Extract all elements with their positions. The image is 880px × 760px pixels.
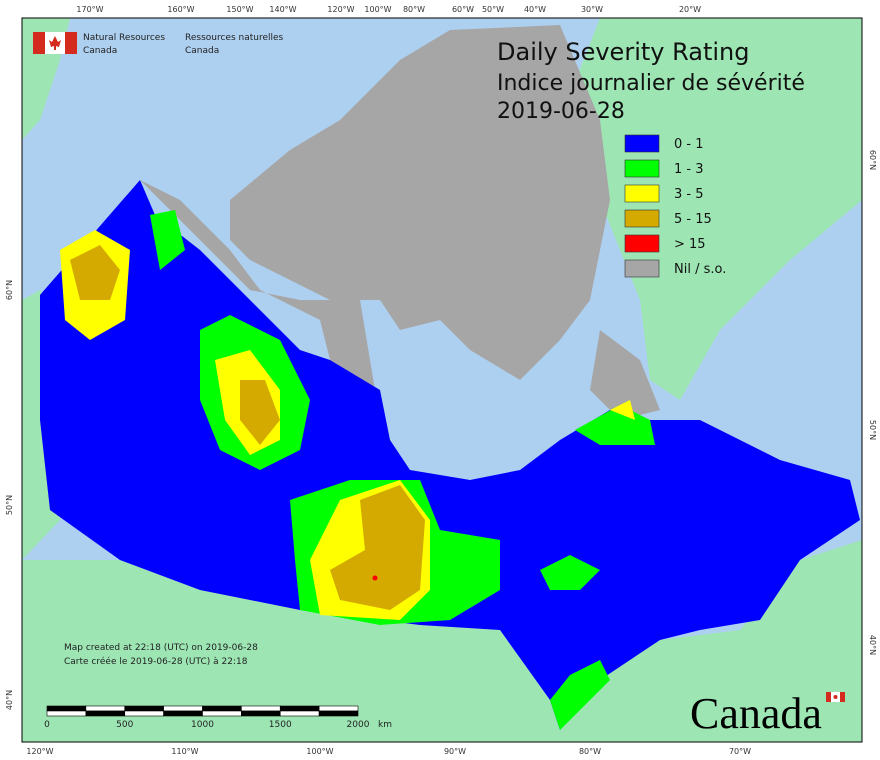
scale-segment <box>318 710 359 717</box>
legend-swatch <box>624 134 660 153</box>
patch-labrador-3-5 <box>610 400 635 420</box>
land-usa <box>22 540 862 742</box>
longitude-label: 40°W <box>524 5 546 14</box>
land-greenland <box>560 18 862 400</box>
baffin-south <box>590 330 660 420</box>
longitude-label: 80°W <box>403 5 425 14</box>
title-date: 2019-06-28 <box>497 99 625 124</box>
legend-label: Nil / s.o. <box>674 262 726 277</box>
scale-bar: 0 500 1000 1500 2000 km <box>44 705 392 730</box>
agency-en: Natural Resources <box>83 33 165 43</box>
scale-segment <box>46 710 87 717</box>
scale-segment <box>318 705 359 712</box>
patch-nwt-5-15 <box>240 380 280 445</box>
patch-quebec-1-3 <box>540 555 600 590</box>
scale-label: 2000 <box>347 720 370 730</box>
longitude-label: 50°W <box>482 5 504 14</box>
patch-yukon-5-15 <box>70 245 120 300</box>
legend-swatch <box>624 259 660 278</box>
scale-segment <box>46 705 87 712</box>
scale-label: 1000 <box>191 720 214 730</box>
arctic-islands <box>230 25 610 380</box>
longitude-label: 160°W <box>167 5 194 14</box>
title-fr: Indice journalier de sévérité <box>497 71 805 96</box>
agency-flag <box>33 32 77 54</box>
map-area <box>22 18 862 742</box>
latitude-label: 50°N <box>5 495 14 515</box>
scale-segment <box>124 710 164 717</box>
legend-label: 3 - 5 <box>674 187 704 202</box>
arctic-mainland <box>140 180 380 420</box>
flag-left <box>33 32 45 54</box>
legend-swatch <box>624 184 660 203</box>
canada-low-rating <box>40 180 860 730</box>
patch-north-1-3 <box>150 210 185 270</box>
longitude-label: 170°W <box>76 5 103 14</box>
scale-segment <box>279 710 320 717</box>
longitude-label: 150°W <box>226 5 253 14</box>
longitude-label: 120°W <box>26 747 53 756</box>
scale-segment <box>202 710 242 717</box>
agency-en: Canada <box>83 46 117 56</box>
wordmark-flag <box>826 692 845 702</box>
wordmark: Canada <box>690 689 822 738</box>
legend-swatch <box>624 234 660 253</box>
longitude-label: 100°W <box>364 5 391 14</box>
scale-segment <box>202 705 242 712</box>
latitude-label: 60°N <box>868 150 877 170</box>
scale-segment <box>85 710 126 717</box>
title: Daily Severity Rating <box>497 38 749 66</box>
latitude-label: 60°N <box>5 280 14 300</box>
longitude-label: 140°W <box>269 5 296 14</box>
patch-ontario-1-3 <box>550 660 610 730</box>
scale-unit: km <box>378 720 392 730</box>
legend-label: 1 - 3 <box>674 162 704 177</box>
credit-fr: Carte créée le 2019-06-28 (UTC) à 22:18 <box>64 656 248 667</box>
longitude-label: 80°W <box>579 747 601 756</box>
flag-right <box>65 32 77 54</box>
scale-segment <box>241 705 281 712</box>
latitude-label: 50°N <box>868 420 877 440</box>
legend: 0 - 1 1 - 3 3 - 5 5 - 15 > 15 Nil / s.o. <box>624 134 726 278</box>
agency-fr: Ressources naturelles <box>185 33 284 43</box>
scale-label: 500 <box>116 720 133 730</box>
scale-segment <box>279 705 320 712</box>
agency-fr: Canada <box>185 46 219 56</box>
scale-segment <box>124 705 164 712</box>
longitude-label: 70°W <box>729 747 751 756</box>
legend-label: 0 - 1 <box>674 137 704 152</box>
legend-label: 5 - 15 <box>674 212 712 227</box>
hudson-bay <box>400 370 540 470</box>
legend-swatch <box>624 209 660 228</box>
scale-label: 1500 <box>269 720 292 730</box>
longitude-label: 20°W <box>679 5 701 14</box>
patch-extreme <box>372 575 378 581</box>
patch-prairie-5-15 <box>330 485 425 610</box>
legend-label: > 15 <box>674 237 706 252</box>
longitude-label: 110°W <box>171 747 198 756</box>
patch-labrador-1-3 <box>575 405 655 445</box>
credit-en: Map created at 22:18 (UTC) on 2019-06-28 <box>64 643 258 653</box>
map-frame <box>21 17 863 743</box>
longitude-label: 120°W <box>327 5 354 14</box>
longitude-label: 90°W <box>444 747 466 756</box>
scale-segment <box>163 705 203 712</box>
scale-segment <box>241 710 281 717</box>
flag-left <box>826 692 831 702</box>
latitude-label: 40°N <box>868 635 877 655</box>
legend-swatch <box>624 159 660 178</box>
flag-right <box>840 692 845 702</box>
longitude-label: 60°W <box>452 5 474 14</box>
maple-leaf <box>833 695 838 699</box>
latitude-label: 40°N <box>5 690 14 710</box>
longitude-label: 100°W <box>306 747 333 756</box>
scale-segment <box>85 705 126 712</box>
graticule-labels: 170°W 160°W 150°W 140°W 120°W 100°W 80°W 60°W 50… <box>5 5 877 756</box>
scale-segment <box>163 710 203 717</box>
longitude-label: 30°W <box>581 5 603 14</box>
maple-leaf <box>49 36 61 50</box>
scale-label: 0 <box>44 720 50 730</box>
